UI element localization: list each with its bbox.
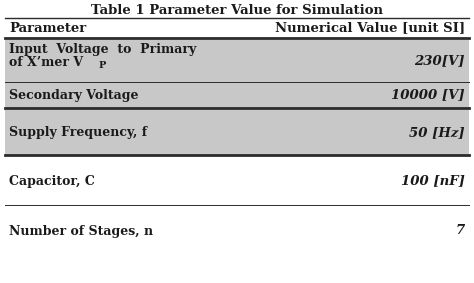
Text: Table 1 Parameter Value for Simulation: Table 1 Parameter Value for Simulation [91,3,383,16]
Text: 10000 [V]: 10000 [V] [392,89,465,102]
Text: Supply Frequency, f: Supply Frequency, f [9,126,147,139]
Text: 100 [nF]: 100 [nF] [401,175,465,188]
Text: of X’mer V: of X’mer V [9,55,83,68]
Text: Capacitor, C: Capacitor, C [9,175,95,188]
Text: 7: 7 [456,224,465,237]
Text: Numerical Value [unit SI]: Numerical Value [unit SI] [275,22,465,35]
Text: Secondary Voltage: Secondary Voltage [9,89,138,102]
Bar [5,110,469,155]
Text: Number of Stages, n: Number of Stages, n [9,224,153,237]
Text: Input  Voltage  to  Primary: Input Voltage to Primary [9,44,196,57]
Text: P: P [99,61,106,70]
Text: 230[V]: 230[V] [414,55,465,68]
Text: 50 [Hz]: 50 [Hz] [410,126,465,139]
Bar [5,40,469,108]
Text: Parameter: Parameter [9,22,86,35]
